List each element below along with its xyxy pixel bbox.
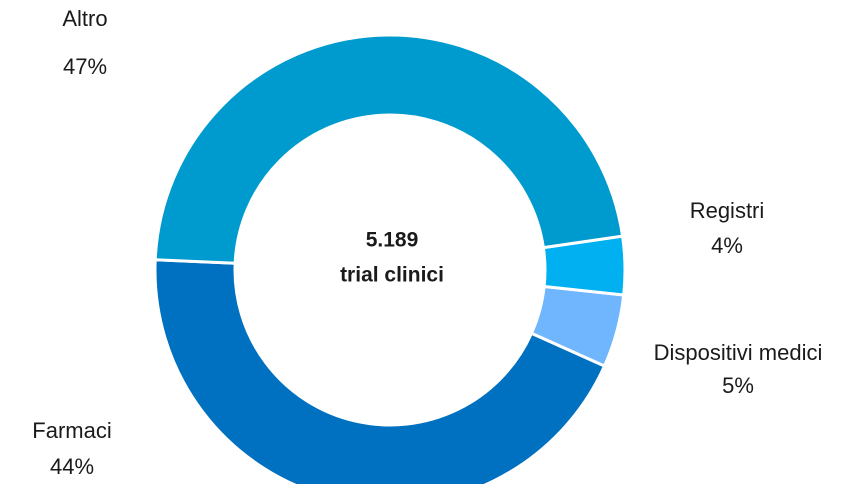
segment-name: Farmaci <box>32 418 111 443</box>
center-total: 5.189 <box>366 229 419 252</box>
donut-segment <box>541 234 627 297</box>
center-caption: trial clinici <box>340 264 444 287</box>
donut-segment <box>153 33 625 265</box>
segment-value-label: 44% <box>50 454 94 479</box>
segment-name: Altro <box>62 6 107 31</box>
segment-name: Registri <box>690 198 765 223</box>
segment-value-label: 5% <box>722 373 754 398</box>
donut-segment <box>153 258 607 484</box>
donut-segment <box>529 284 626 368</box>
segment-value-label: 4% <box>711 233 743 258</box>
segment-value-label: 47% <box>63 54 107 79</box>
segment-name: Dispositivi medici <box>654 340 823 365</box>
